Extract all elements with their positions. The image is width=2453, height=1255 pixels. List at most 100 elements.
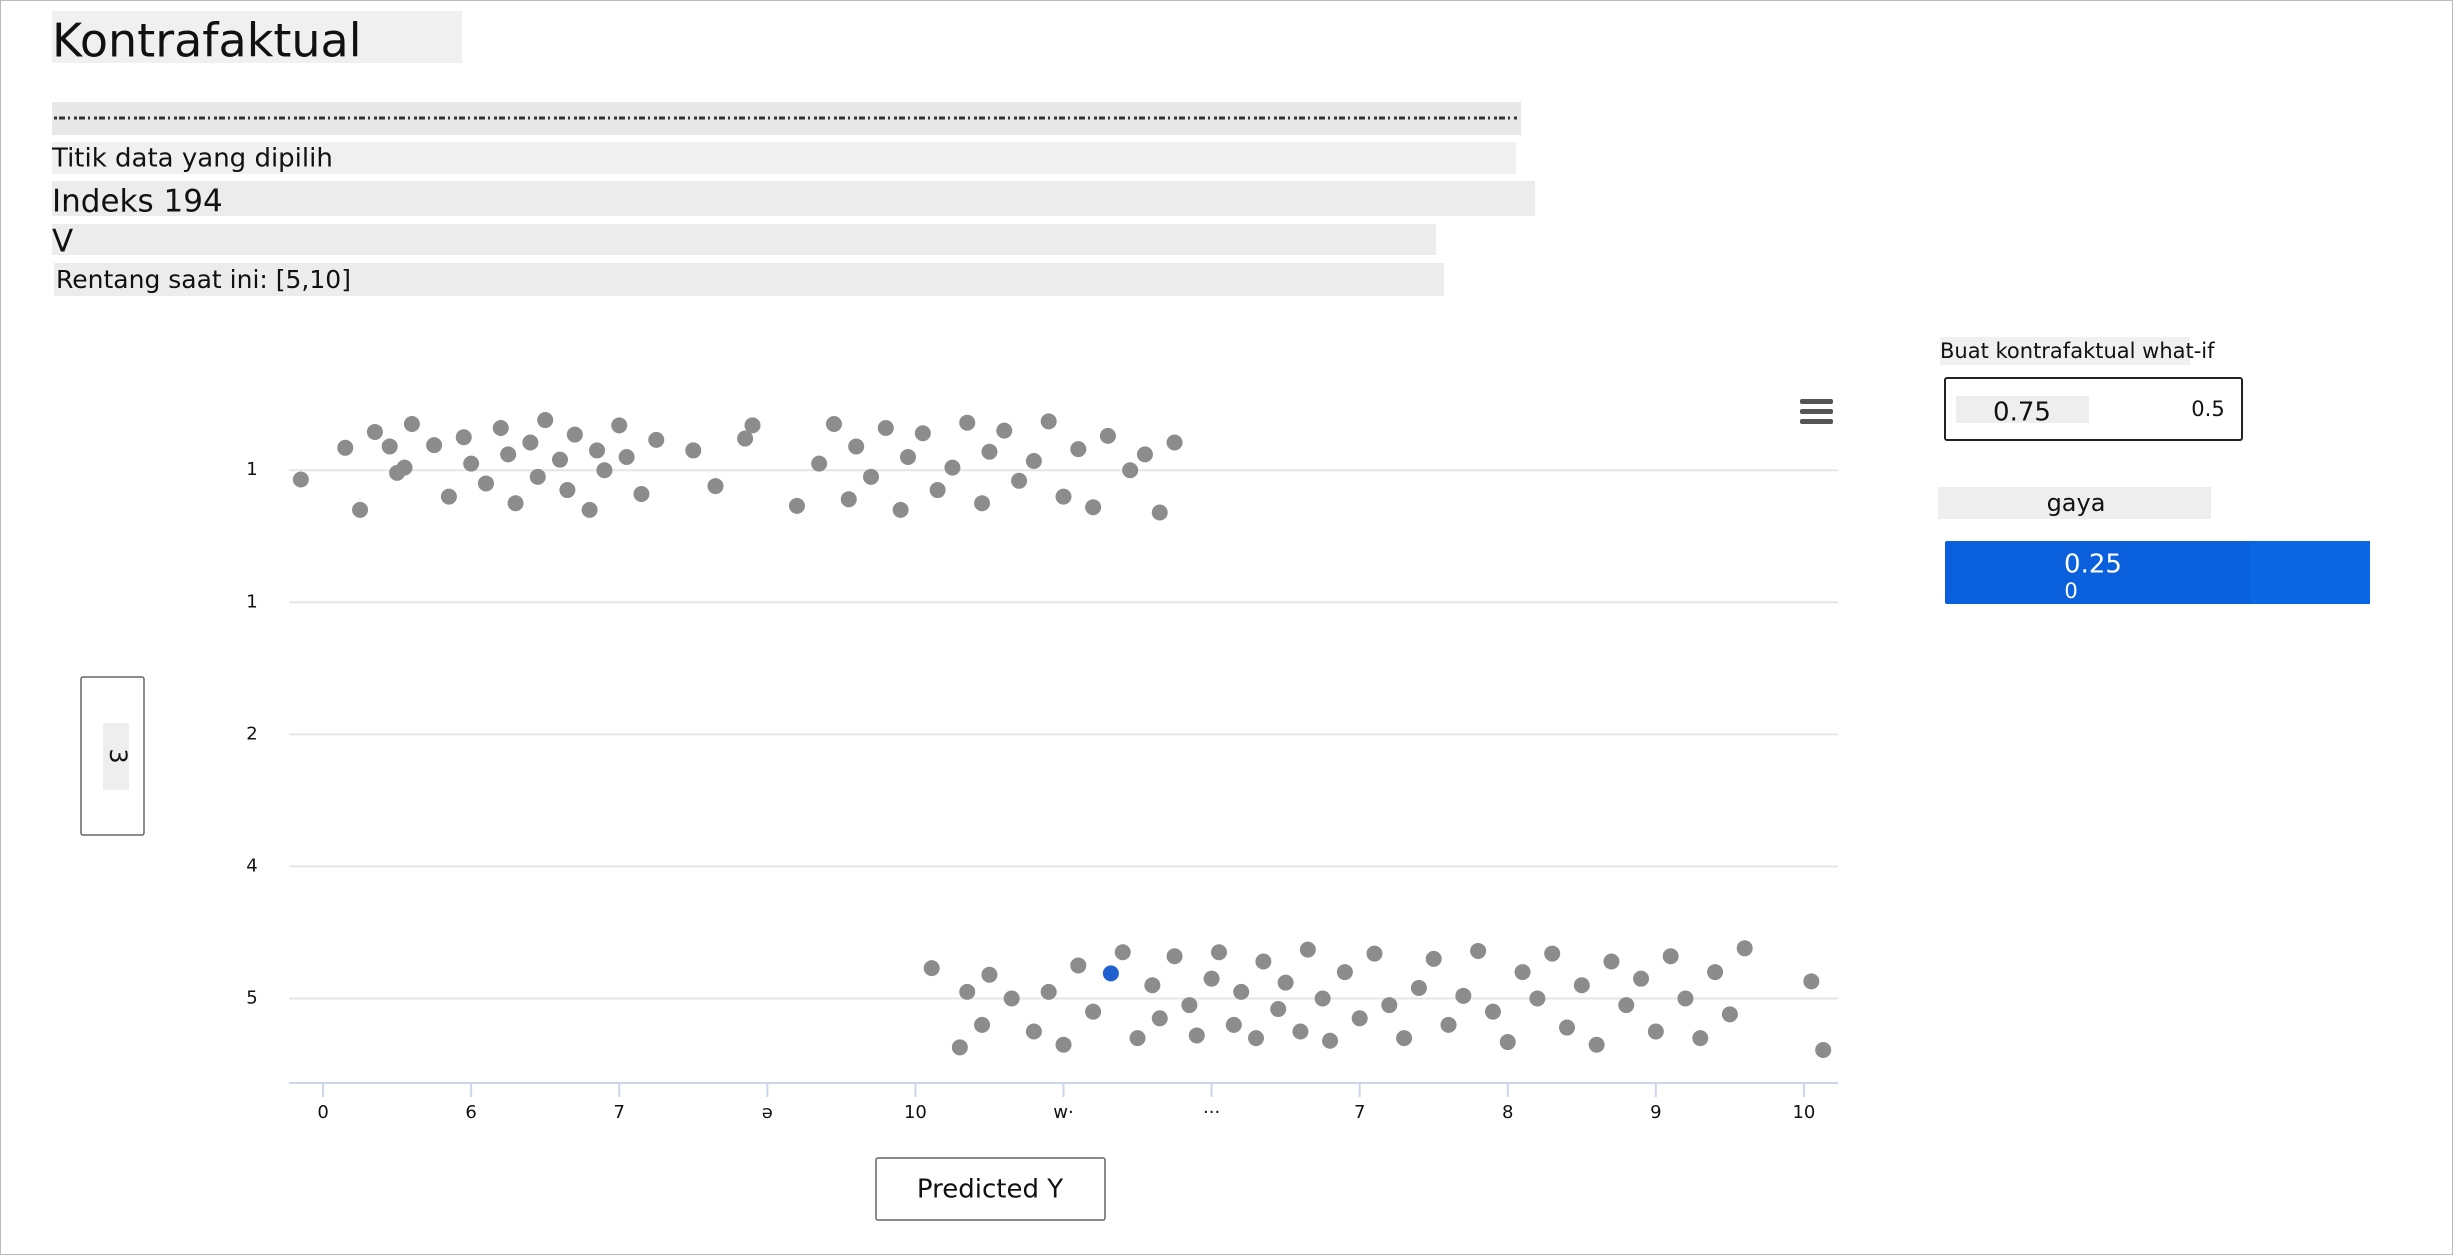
x-tick-label: 0 [317, 1102, 328, 1123]
data-point [1558, 1019, 1575, 1036]
data-point [1573, 977, 1590, 994]
data-point [500, 446, 517, 463]
input-value: 0.75 [1993, 398, 2051, 428]
x-tick-label: ··· [1203, 1102, 1220, 1123]
data-point [559, 482, 576, 499]
data-point [396, 459, 413, 476]
data-point [1011, 472, 1028, 489]
data-point [426, 437, 443, 454]
dropdown[interactable] [1938, 487, 2211, 519]
data-point [1129, 1030, 1146, 1047]
data-point [337, 439, 354, 456]
data-point [1085, 1003, 1102, 1020]
data-point [974, 495, 991, 512]
dropdown-label: gaya [2047, 489, 2106, 517]
data-point [648, 431, 665, 448]
data-point [1484, 1003, 1501, 1020]
data-point [1544, 945, 1561, 962]
data-point [862, 468, 879, 485]
x-tick-label: 6 [465, 1102, 476, 1123]
data-point [1677, 990, 1694, 1007]
data-point [1210, 944, 1227, 961]
data-point [944, 459, 961, 476]
button-sub: 0 [2064, 579, 2077, 603]
data-point [529, 468, 546, 485]
data-point [1144, 977, 1161, 994]
data-point [929, 482, 946, 499]
data-point [1692, 1030, 1709, 1047]
y-tick-label: 1 [246, 591, 257, 612]
feature-bg [52, 224, 1436, 255]
y-tick-label: 4 [246, 855, 257, 876]
data-point [737, 430, 754, 447]
data-point [1040, 413, 1057, 430]
data-point [1396, 1030, 1413, 1047]
y-label-bg [103, 723, 129, 790]
data-point [1248, 1030, 1265, 1047]
data-point [1166, 434, 1183, 451]
whatif-input[interactable] [1944, 377, 2243, 441]
data-point [1225, 1016, 1242, 1033]
data-point [1529, 990, 1546, 1007]
data-point [1618, 997, 1635, 1014]
data-point [959, 983, 976, 1000]
range-bg [54, 263, 1444, 296]
data-point [366, 423, 383, 440]
data-point [1514, 964, 1531, 981]
data-point [1070, 957, 1087, 974]
menu-bar [1800, 409, 1833, 414]
data-point [1151, 1010, 1168, 1027]
x-tick-label: 10 [1792, 1102, 1815, 1123]
data-point [1721, 1006, 1738, 1023]
data-point [1410, 979, 1427, 996]
input-hint: 0.5 [2191, 397, 2224, 421]
data-point [1499, 1034, 1516, 1051]
data-point [877, 419, 894, 436]
data-point [1102, 965, 1119, 982]
data-point [981, 966, 998, 983]
label-bg [52, 142, 1516, 174]
data-point [914, 425, 931, 442]
data-point [1003, 990, 1020, 1007]
data-point [1040, 983, 1057, 1000]
data-point [1803, 973, 1820, 990]
data-point [581, 501, 598, 518]
data-point [1588, 1036, 1605, 1053]
title-bg [52, 11, 462, 63]
feature-label: V [52, 224, 73, 260]
chart-menu[interactable] [1800, 399, 1833, 424]
data-point [923, 960, 940, 977]
data-point [744, 417, 761, 434]
data-point [1055, 1036, 1072, 1053]
data-point [381, 438, 398, 455]
data-point [1292, 1023, 1309, 1040]
data-point [292, 471, 309, 488]
data-point [707, 478, 724, 495]
data-point [633, 486, 650, 503]
selected-label: Titik data yang dipilih [51, 144, 333, 174]
data-point [1647, 1023, 1664, 1040]
data-point [1136, 446, 1153, 463]
x-tick-label: ə [762, 1102, 773, 1123]
data-point [507, 495, 524, 512]
data-point [1470, 942, 1487, 959]
data-point [900, 449, 917, 466]
x-tick-label: 8 [1502, 1102, 1513, 1123]
data-point [403, 416, 420, 433]
panel-heading-bg [1940, 337, 2190, 365]
y-tick-label: 2 [246, 723, 257, 744]
data-point [1314, 990, 1331, 1007]
data-point [1070, 441, 1087, 458]
data-point [892, 501, 909, 518]
data-point [825, 416, 842, 433]
data-point [1025, 452, 1042, 469]
data-point [589, 442, 606, 459]
input-value-bg [1956, 396, 2089, 423]
data-point [1181, 997, 1198, 1014]
data-point [1366, 945, 1383, 962]
data-point [477, 475, 494, 492]
x-axis-selector[interactable] [875, 1157, 1106, 1221]
data-point [1336, 964, 1353, 981]
